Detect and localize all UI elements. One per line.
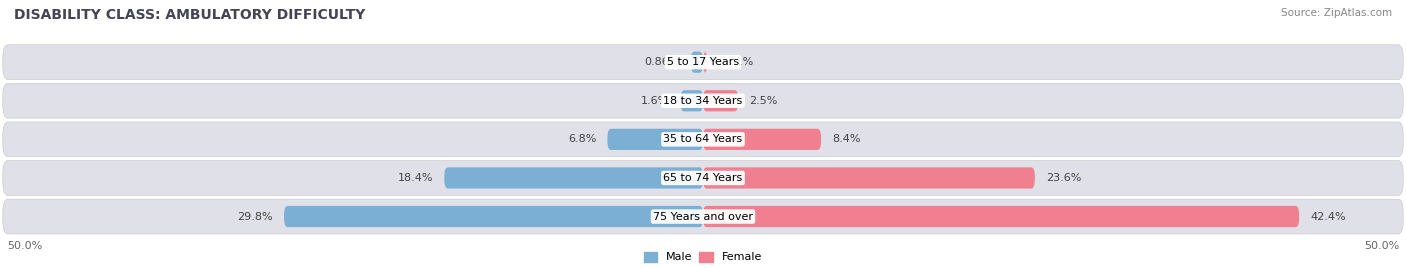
Text: 42.4%: 42.4% [1310,211,1346,222]
FancyBboxPatch shape [3,45,1403,80]
FancyBboxPatch shape [703,206,1299,227]
FancyBboxPatch shape [607,129,703,150]
Text: 18.4%: 18.4% [398,173,433,183]
FancyBboxPatch shape [703,129,821,150]
Text: 50.0%: 50.0% [1364,241,1399,251]
Text: 0.31%: 0.31% [718,57,754,67]
FancyBboxPatch shape [3,83,1403,118]
Legend: Male, Female: Male, Female [644,252,762,262]
FancyBboxPatch shape [284,206,703,227]
Text: DISABILITY CLASS: AMBULATORY DIFFICULTY: DISABILITY CLASS: AMBULATORY DIFFICULTY [14,8,366,22]
Text: 8.4%: 8.4% [832,134,860,144]
FancyBboxPatch shape [703,51,707,73]
Text: 6.8%: 6.8% [568,134,596,144]
FancyBboxPatch shape [3,199,1403,234]
FancyBboxPatch shape [703,167,1035,189]
FancyBboxPatch shape [703,90,738,111]
Text: 29.8%: 29.8% [238,211,273,222]
FancyBboxPatch shape [690,51,703,73]
Text: 65 to 74 Years: 65 to 74 Years [664,173,742,183]
Text: 23.6%: 23.6% [1046,173,1081,183]
Text: 50.0%: 50.0% [7,241,42,251]
FancyBboxPatch shape [3,122,1403,157]
Text: 75 Years and over: 75 Years and over [652,211,754,222]
Text: 0.86%: 0.86% [644,57,679,67]
Text: Source: ZipAtlas.com: Source: ZipAtlas.com [1281,8,1392,18]
FancyBboxPatch shape [681,90,703,111]
Text: 5 to 17 Years: 5 to 17 Years [666,57,740,67]
Text: 18 to 34 Years: 18 to 34 Years [664,96,742,106]
Text: 35 to 64 Years: 35 to 64 Years [664,134,742,144]
Text: 1.6%: 1.6% [641,96,669,106]
FancyBboxPatch shape [3,161,1403,195]
FancyBboxPatch shape [444,167,703,189]
Text: 2.5%: 2.5% [749,96,778,106]
